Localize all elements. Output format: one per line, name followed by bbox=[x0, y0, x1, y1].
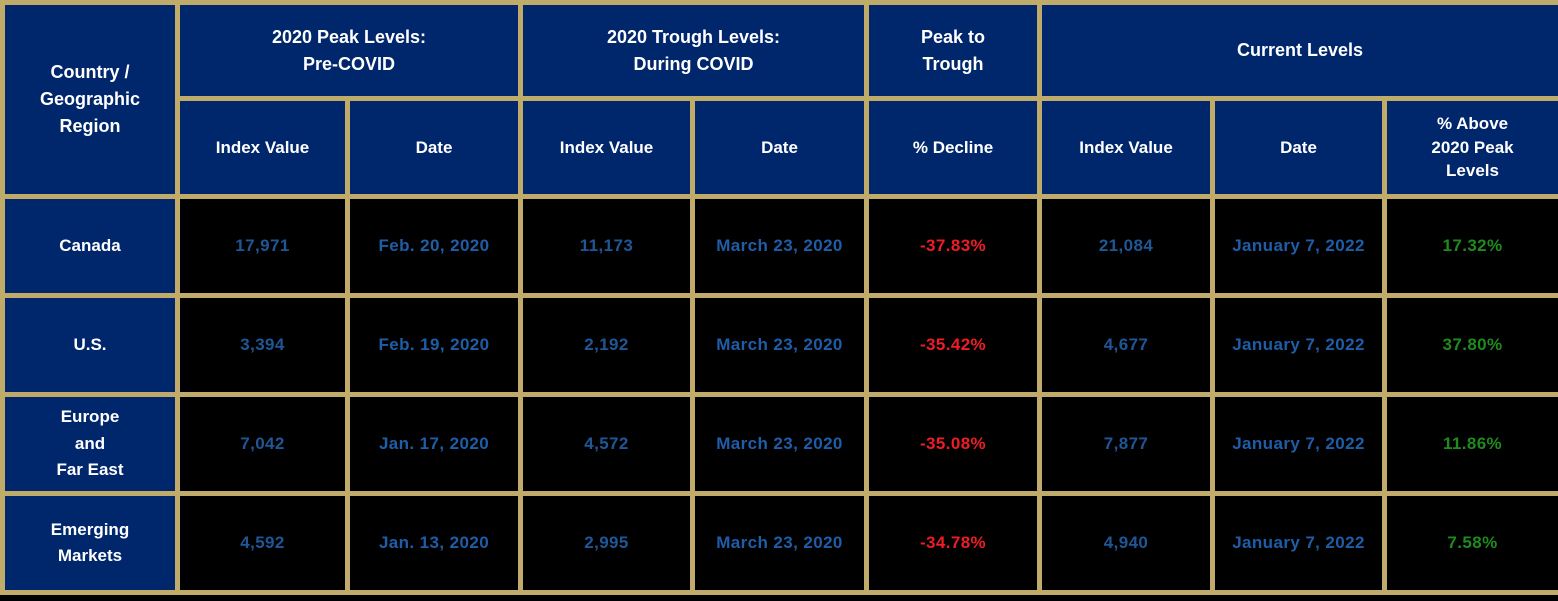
group-header-row: Country / Geographic Region 2020 Peak Le… bbox=[0, 0, 1558, 199]
group-header-2020-peak: 2020 Peak Levels: Pre-COVID bbox=[175, 0, 523, 101]
cell-pct-above-peak: 11.86% bbox=[1382, 392, 1558, 496]
cell-current-date: January 7, 2022 bbox=[1210, 293, 1388, 397]
table-row-europe-far-east: Europe and Far East 7,042 Jan. 17, 2020 … bbox=[0, 392, 1558, 496]
col-header-pct-above-peak: % Above 2020 Peak Levels bbox=[1382, 96, 1558, 199]
col-header-current-index-value: Index Value bbox=[1037, 96, 1216, 199]
region-label: Canada bbox=[0, 194, 180, 298]
cell-pct-above-peak: 7.58% bbox=[1382, 491, 1558, 595]
cell-trough-date: March 23, 2020 bbox=[689, 293, 870, 397]
cell-current-date: January 7, 2022 bbox=[1210, 491, 1388, 595]
cell-peak-date: Feb. 19, 2020 bbox=[345, 293, 523, 397]
column-header-row: Index Value Date Index Value Date % Decl… bbox=[3, 96, 1558, 199]
cell-trough-index: 2,192 bbox=[518, 293, 695, 397]
region-label: Emerging Markets bbox=[0, 491, 180, 595]
cell-trough-index: 4,572 bbox=[518, 392, 695, 496]
group-header-current-levels: Current Levels bbox=[1037, 0, 1558, 101]
col-header-peak-date: Date bbox=[345, 96, 523, 199]
cell-current-index: 7,877 bbox=[1037, 392, 1216, 496]
region-label: Europe and Far East bbox=[0, 392, 180, 496]
cell-trough-date: March 23, 2020 bbox=[689, 194, 870, 298]
cell-trough-index: 2,995 bbox=[518, 491, 695, 595]
cell-pct-above-peak: 17.32% bbox=[1382, 194, 1558, 298]
cell-trough-date: March 23, 2020 bbox=[689, 392, 870, 496]
table-row-canada: Canada 17,971 Feb. 20, 2020 11,173 March… bbox=[0, 194, 1558, 298]
cell-peak-index: 17,971 bbox=[175, 194, 350, 298]
corner-header-country-region: Country / Geographic Region bbox=[0, 0, 180, 199]
table-row-us: U.S. 3,394 Feb. 19, 2020 2,192 March 23,… bbox=[0, 293, 1558, 397]
cell-trough-index: 11,173 bbox=[518, 194, 695, 298]
cell-pct-decline: -35.42% bbox=[864, 293, 1043, 397]
cell-pct-above-peak: 37.80% bbox=[1382, 293, 1558, 397]
cell-pct-decline: -37.83% bbox=[864, 194, 1043, 298]
cell-pct-decline: -35.08% bbox=[864, 392, 1043, 496]
cell-peak-index: 7,042 bbox=[175, 392, 350, 496]
cell-current-index: 4,940 bbox=[1037, 491, 1216, 595]
cell-peak-date: Jan. 13, 2020 bbox=[345, 491, 523, 595]
region-label: U.S. bbox=[0, 293, 180, 397]
cell-peak-date: Feb. 20, 2020 bbox=[345, 194, 523, 298]
col-header-peak-index-value: Index Value bbox=[175, 96, 350, 199]
col-header-trough-index-value: Index Value bbox=[518, 96, 695, 199]
cell-peak-index: 3,394 bbox=[175, 293, 350, 397]
col-header-trough-date: Date bbox=[689, 96, 870, 199]
group-header-peak-to-trough: Peak to Trough bbox=[864, 0, 1043, 101]
table-row-emerging-markets: Emerging Markets 4,592 Jan. 13, 2020 2,9… bbox=[0, 491, 1558, 595]
col-header-pct-decline: % Decline bbox=[864, 96, 1043, 199]
cell-current-date: January 7, 2022 bbox=[1210, 194, 1388, 298]
cell-pct-decline: -34.78% bbox=[864, 491, 1043, 595]
cell-current-index: 4,677 bbox=[1037, 293, 1216, 397]
cell-current-index: 21,084 bbox=[1037, 194, 1216, 298]
cell-peak-index: 4,592 bbox=[175, 491, 350, 595]
cell-current-date: January 7, 2022 bbox=[1210, 392, 1388, 496]
cell-peak-date: Jan. 17, 2020 bbox=[345, 392, 523, 496]
group-header-2020-trough: 2020 Trough Levels: During COVID bbox=[517, 0, 870, 101]
col-header-current-date: Date bbox=[1210, 96, 1388, 199]
cell-trough-date: March 23, 2020 bbox=[689, 491, 870, 595]
